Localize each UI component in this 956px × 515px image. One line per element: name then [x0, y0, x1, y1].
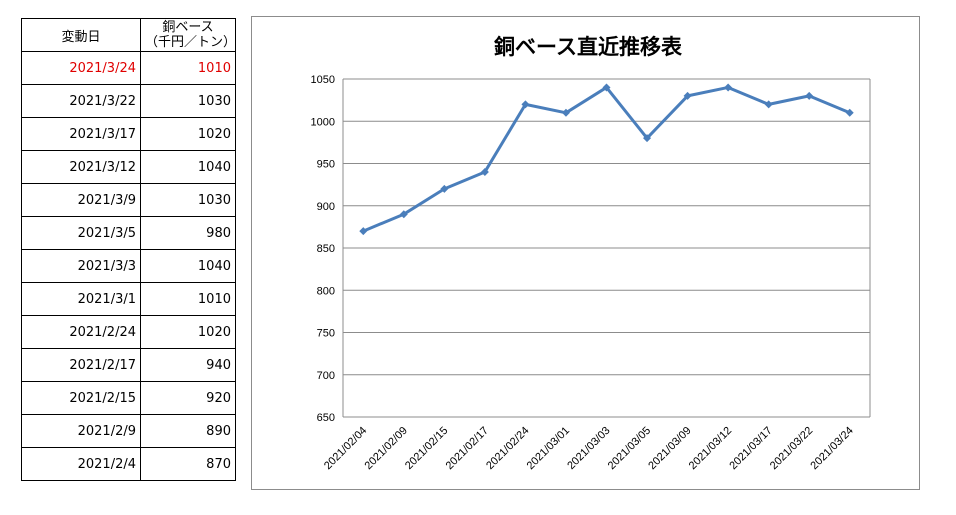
row-price: 1010 — [140, 51, 236, 85]
table-row: 2021/2/4 870 — [21, 447, 236, 481]
row-date: 2021/3/24 — [21, 51, 141, 85]
x-tick-label: 2021/03/01 — [525, 425, 572, 472]
table-row: 2021/2/9 890 — [21, 414, 236, 448]
row-price: 920 — [140, 381, 236, 415]
row-date: 2021/2/9 — [21, 414, 141, 448]
y-tick-label: 950 — [317, 159, 335, 171]
row-date: 2021/2/24 — [21, 315, 141, 349]
row-price: 1030 — [140, 84, 236, 118]
data-point-marker — [683, 91, 692, 100]
x-tick-label: 2021/02/09 — [363, 425, 410, 472]
table-row: 2021/3/24 1010 — [21, 51, 236, 85]
table-row: 2021/3/22 1030 — [21, 84, 236, 118]
data-point-marker — [561, 108, 570, 117]
row-date: 2021/2/17 — [21, 348, 141, 382]
row-date: 2021/3/3 — [21, 249, 141, 283]
data-point-marker — [480, 167, 489, 176]
row-date: 2021/2/4 — [21, 447, 141, 481]
table-row: 2021/2/24 1020 — [21, 315, 236, 349]
row-date: 2021/2/15 — [21, 381, 141, 415]
row-date: 2021/3/22 — [21, 84, 141, 118]
line-chart: 銅ベース直近推移表 65070075080085090095010001050 … — [311, 35, 871, 472]
x-tick-label: 2021/02/15 — [403, 425, 450, 472]
table-row: 2021/2/15 920 — [21, 381, 236, 415]
y-tick-label: 700 — [317, 370, 335, 382]
row-price: 1020 — [140, 315, 236, 349]
x-tick-label: 2021/03/22 — [768, 425, 815, 472]
table-row: 2021/3/5 980 — [21, 216, 236, 250]
table-row: 2021/3/3 1040 — [21, 249, 236, 283]
data-point-marker — [602, 83, 611, 92]
data-point-marker — [440, 184, 449, 193]
y-tick-label: 800 — [317, 285, 335, 297]
grid-lines — [342, 78, 871, 418]
row-price: 940 — [140, 348, 236, 382]
x-tick-label: 2021/03/05 — [606, 425, 653, 472]
y-tick-label: 1050 — [311, 74, 335, 86]
x-tick-label: 2021/03/03 — [565, 425, 612, 472]
x-tick-label: 2021/03/24 — [808, 425, 855, 472]
row-price: 1010 — [140, 282, 236, 316]
y-tick-label: 850 — [317, 243, 335, 255]
price-table: 変動日 銅ベース （千円／トン） 2021/3/24 1010 2021/3/22 1… — [21, 18, 236, 481]
data-point-marker — [805, 91, 814, 100]
x-tick-label: 2021/02/04 — [322, 425, 369, 472]
row-price: 870 — [140, 447, 236, 481]
y-axis-ticks: 650 700 750 800 850 900 950 1000 1050 — [311, 74, 335, 424]
x-tick-label: 2021/03/12 — [687, 425, 734, 472]
x-tick-label: 2021/02/24 — [484, 425, 531, 472]
row-date: 2021/3/17 — [21, 117, 141, 151]
table-row: 2021/3/17 1020 — [21, 117, 236, 151]
chart-frame: 銅ベース直近推移表 650 700 750 800 850 900 950 1000 1050 … — [251, 16, 920, 490]
x-tick-label: 2021/03/17 — [727, 425, 774, 472]
row-price: 1040 — [140, 249, 236, 283]
table-row: 2021/3/9 1030 — [21, 183, 236, 217]
table-header-row: 変動日 銅ベース （千円／トン） — [21, 18, 237, 52]
data-point-marker — [399, 210, 408, 219]
data-point-marker — [724, 83, 733, 92]
row-price: 1020 — [140, 117, 236, 151]
y-tick-label: 900 — [317, 201, 335, 213]
y-tick-label: 1000 — [311, 116, 335, 128]
chart-title: 銅ベース直近推移表 — [494, 35, 683, 59]
row-price: 1030 — [140, 183, 236, 217]
y-tick-label: 750 — [317, 328, 335, 340]
row-price: 1040 — [140, 150, 236, 184]
series-line — [362, 85, 851, 233]
data-point-marker — [643, 134, 652, 143]
row-price: 890 — [140, 414, 236, 448]
y-tick-label: 650 — [317, 412, 335, 424]
row-price: 980 — [140, 216, 236, 250]
x-tick-label: 2021/02/17 — [444, 425, 491, 472]
row-date: 2021/3/1 — [21, 282, 141, 316]
series-group — [359, 83, 854, 236]
x-axis-ticks: 2021/02/042021/02/092021/02/152021/02/17… — [322, 425, 856, 472]
table-body: 2021/3/24 1010 2021/3/22 1030 2021/3/17 1020 2… — [21, 51, 236, 481]
data-point-marker — [521, 100, 530, 109]
data-point-marker — [845, 108, 854, 117]
data-point-marker — [359, 227, 368, 236]
data-point-marker — [764, 100, 773, 109]
header-price-line1: 銅ベース — [162, 20, 214, 35]
header-date: 変動日 — [21, 18, 141, 52]
table-row: 2021/3/12 1040 — [21, 150, 236, 184]
x-tick-label: 2021/03/09 — [646, 425, 693, 472]
table-row: 2021/2/17 940 — [21, 348, 236, 382]
row-date: 2021/3/5 — [21, 216, 141, 250]
table-row: 2021/3/1 1010 — [21, 282, 236, 316]
row-date: 2021/3/9 — [21, 183, 141, 217]
header-price: 銅ベース （千円／トン） — [140, 18, 237, 52]
row-date: 2021/3/12 — [21, 150, 141, 184]
header-price-line2: （千円／トン） — [145, 35, 237, 50]
